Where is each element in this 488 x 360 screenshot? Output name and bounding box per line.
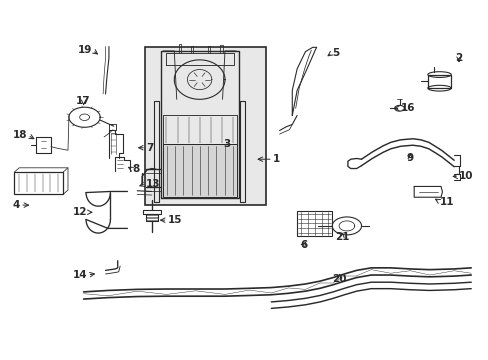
Text: 4: 4 xyxy=(13,200,20,210)
Text: 10: 10 xyxy=(458,171,472,181)
Text: 5: 5 xyxy=(331,48,339,58)
Text: 21: 21 xyxy=(334,232,348,242)
Bar xyxy=(297,211,331,235)
Text: 7: 7 xyxy=(146,143,153,153)
Text: 3: 3 xyxy=(224,139,231,149)
Text: 12: 12 xyxy=(73,207,87,217)
Bar xyxy=(14,172,63,194)
Bar xyxy=(427,75,450,88)
Text: 8: 8 xyxy=(132,164,139,174)
Bar xyxy=(163,144,236,197)
Text: 9: 9 xyxy=(406,153,413,163)
Text: 20: 20 xyxy=(332,274,346,284)
Text: 13: 13 xyxy=(146,179,160,189)
Text: 2: 2 xyxy=(454,53,462,63)
Text: 15: 15 xyxy=(167,215,182,225)
Text: 1: 1 xyxy=(272,154,280,164)
Text: 11: 11 xyxy=(439,197,453,207)
Text: 16: 16 xyxy=(400,103,414,113)
Text: 14: 14 xyxy=(73,270,87,280)
Bar xyxy=(144,47,266,205)
Text: 6: 6 xyxy=(300,239,307,249)
Text: 18: 18 xyxy=(13,130,27,140)
Text: 19: 19 xyxy=(78,45,92,55)
Text: 17: 17 xyxy=(76,96,91,106)
